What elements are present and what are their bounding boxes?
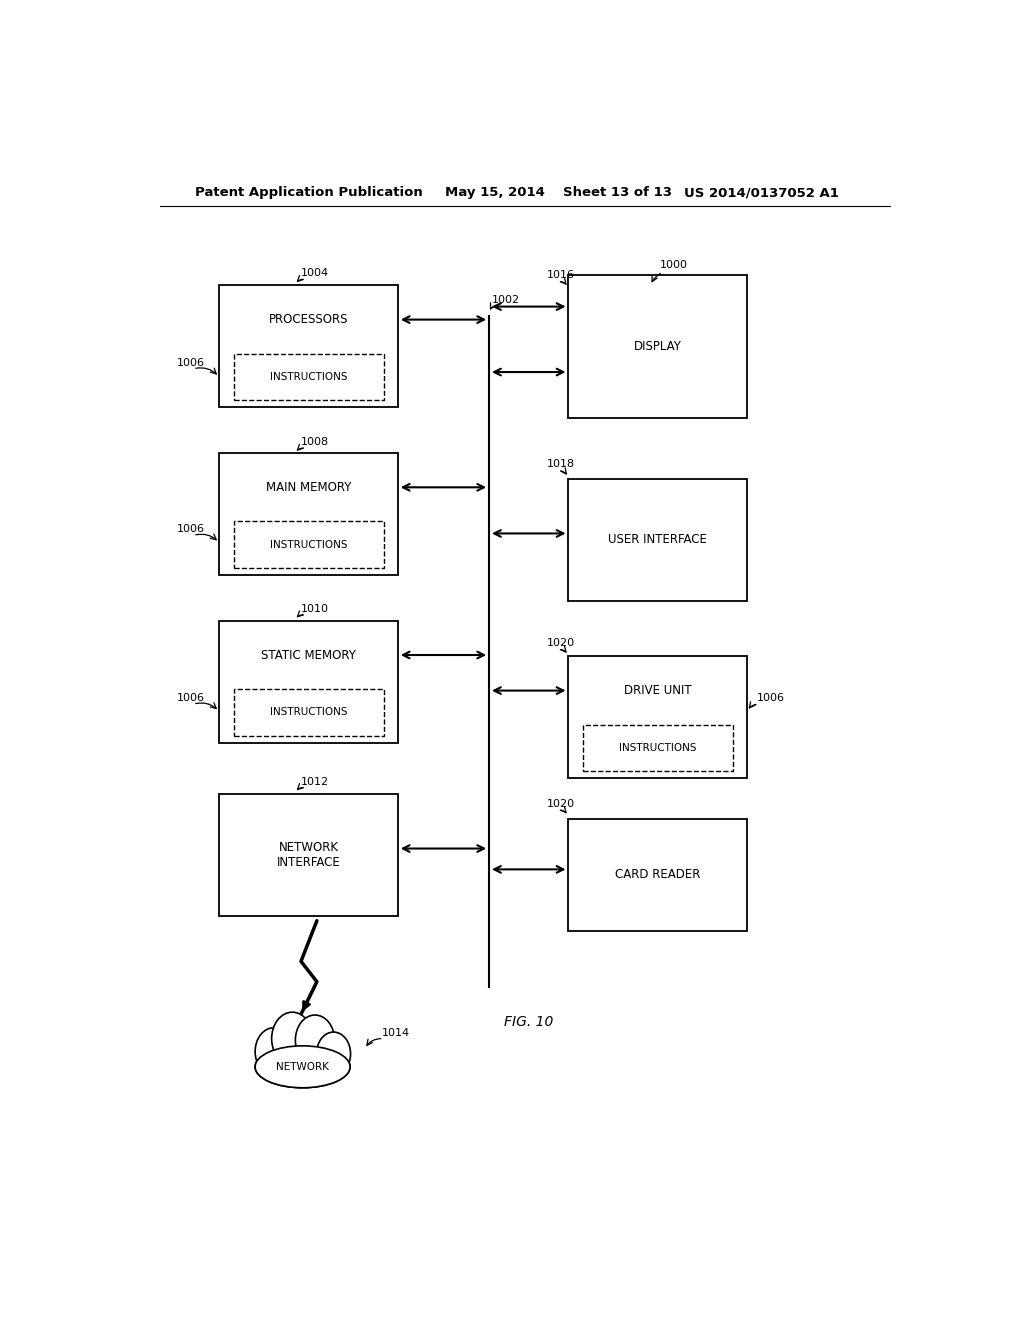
- Bar: [583, 725, 733, 771]
- Text: 1006: 1006: [758, 693, 785, 704]
- Text: 1016: 1016: [547, 271, 575, 280]
- Text: 1006: 1006: [177, 358, 205, 368]
- Text: 1020: 1020: [547, 639, 575, 648]
- Text: 1012: 1012: [301, 776, 329, 787]
- Text: 1002: 1002: [492, 294, 519, 305]
- Text: US 2014/0137052 A1: US 2014/0137052 A1: [684, 186, 839, 199]
- Text: 1000: 1000: [659, 260, 688, 271]
- Bar: [219, 285, 398, 408]
- Text: 1014: 1014: [382, 1027, 410, 1038]
- Text: May 15, 2014: May 15, 2014: [445, 186, 546, 199]
- Text: 1018: 1018: [547, 459, 575, 470]
- Circle shape: [271, 1012, 313, 1065]
- Bar: [219, 620, 398, 743]
- Bar: [233, 354, 384, 400]
- Ellipse shape: [255, 1045, 350, 1088]
- Text: INSTRUCTIONS: INSTRUCTIONS: [618, 743, 696, 752]
- Circle shape: [255, 1028, 292, 1076]
- Circle shape: [316, 1032, 350, 1076]
- Text: 1004: 1004: [301, 268, 329, 279]
- Text: DRIVE UNIT: DRIVE UNIT: [624, 684, 691, 697]
- Text: DISPLAY: DISPLAY: [634, 341, 682, 352]
- Bar: [233, 689, 384, 735]
- Bar: [219, 793, 398, 916]
- Text: MAIN MEMORY: MAIN MEMORY: [266, 480, 351, 494]
- Circle shape: [295, 1015, 335, 1065]
- Bar: [233, 521, 384, 568]
- Text: Sheet 13 of 13: Sheet 13 of 13: [563, 186, 672, 199]
- Ellipse shape: [255, 1045, 350, 1088]
- Text: CARD READER: CARD READER: [615, 869, 700, 882]
- Text: STATIC MEMORY: STATIC MEMORY: [261, 648, 356, 661]
- Text: 1010: 1010: [301, 603, 329, 614]
- Text: Patent Application Publication: Patent Application Publication: [196, 186, 423, 199]
- Text: 1008: 1008: [301, 437, 329, 447]
- Text: 1006: 1006: [177, 693, 205, 704]
- Text: FIG. 10: FIG. 10: [504, 1015, 553, 1030]
- Bar: [568, 656, 748, 779]
- Bar: [568, 818, 748, 931]
- Text: NETWORK: NETWORK: [276, 1061, 329, 1072]
- Text: INSTRUCTIONS: INSTRUCTIONS: [269, 708, 347, 717]
- Text: 1006: 1006: [177, 524, 205, 535]
- Bar: [568, 276, 748, 417]
- Text: NETWORK
INTERFACE: NETWORK INTERFACE: [276, 841, 340, 869]
- Text: INSTRUCTIONS: INSTRUCTIONS: [269, 372, 347, 381]
- Bar: [568, 479, 748, 601]
- Text: INSTRUCTIONS: INSTRUCTIONS: [269, 540, 347, 549]
- Text: 1020: 1020: [547, 799, 575, 809]
- Bar: [219, 453, 398, 576]
- Text: PROCESSORS: PROCESSORS: [268, 313, 348, 326]
- Text: USER INTERFACE: USER INTERFACE: [608, 533, 708, 546]
